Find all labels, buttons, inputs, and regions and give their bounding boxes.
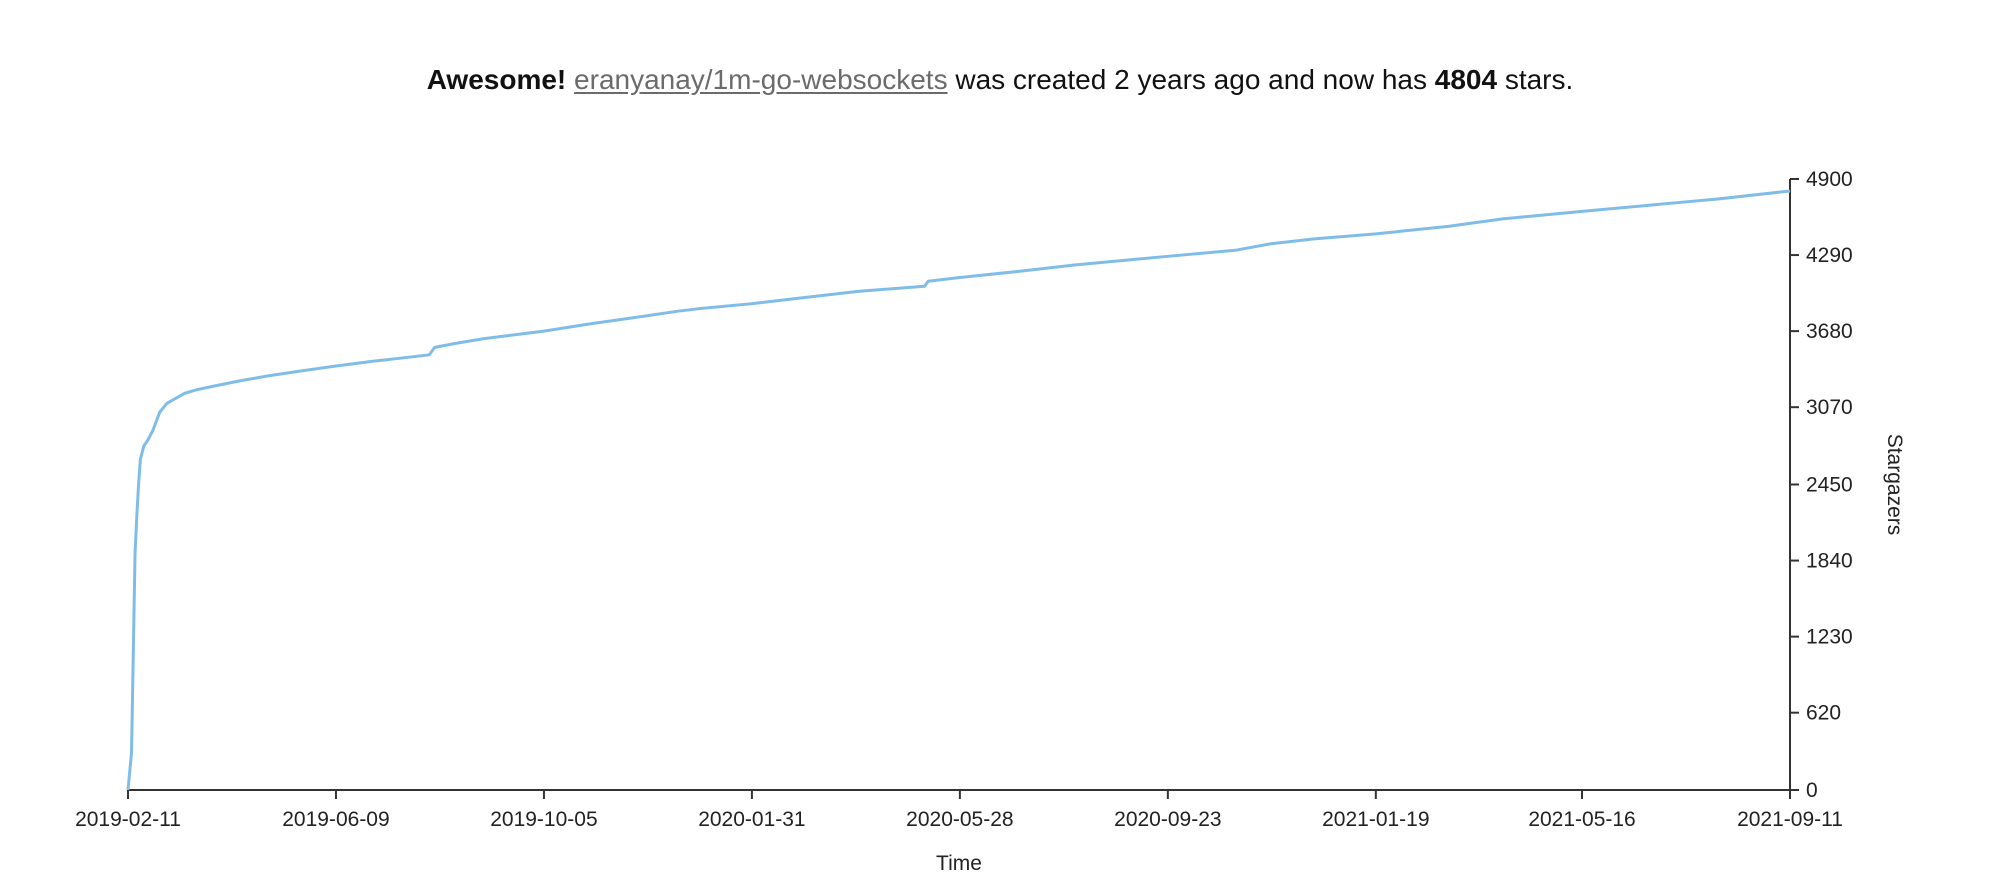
x-tick-label: 2019-02-11 bbox=[75, 808, 181, 831]
y-tick-label: 1840 bbox=[1806, 550, 1853, 573]
x-tick-label: 2020-01-31 bbox=[698, 808, 805, 831]
x-axis: 2019-02-11 2019-06-09 2019-10-05 2020-01-31… bbox=[75, 789, 1843, 831]
y-tick-label: 2450 bbox=[1806, 474, 1853, 497]
repo-link[interactable]: eranyanay/1m-go-websockets bbox=[574, 64, 948, 95]
headline-middle: was created 2 years ago and now has bbox=[947, 64, 1435, 95]
y-tick-label: 1230 bbox=[1806, 626, 1853, 649]
y-tick-label: 3070 bbox=[1806, 396, 1853, 419]
y-tick-label: 0 bbox=[1806, 779, 1818, 802]
y-axis-title: Stargazers bbox=[1883, 434, 1906, 536]
x-axis-title: Time bbox=[936, 852, 982, 875]
stargazers-series-line bbox=[126, 189, 1791, 791]
headline: Awesome! eranyanay/1m-go-websockets was … bbox=[0, 58, 2000, 102]
x-tick-label: 2019-10-05 bbox=[490, 808, 597, 831]
x-ticks: 2019-02-11 2019-06-09 2019-10-05 2020-01-31… bbox=[75, 790, 1843, 831]
y-tick-label: 620 bbox=[1806, 702, 1841, 725]
y-ticks: 0 620 1230 1840 2450 3070 3680 4290 4900 bbox=[1790, 168, 1853, 802]
x-tick-label: 2021-01-19 bbox=[1322, 808, 1429, 831]
x-tick-label: 2020-05-28 bbox=[906, 808, 1013, 831]
y-tick-label: 3680 bbox=[1806, 320, 1853, 343]
y-tick-label: 4900 bbox=[1806, 168, 1853, 191]
star-count: 4804 bbox=[1434, 64, 1498, 95]
x-tick-label: 2021-05-16 bbox=[1528, 808, 1635, 831]
headline-suffix: stars. bbox=[1497, 64, 1574, 95]
x-tick-label: 2019-06-09 bbox=[282, 808, 389, 831]
x-tick-label: 2020-09-23 bbox=[1114, 808, 1221, 831]
y-tick-label: 4290 bbox=[1806, 244, 1853, 267]
headline-prefix: Awesome! bbox=[426, 64, 567, 95]
y-axis: 0 620 1230 1840 2450 3070 3680 4290 4900 bbox=[1789, 168, 1853, 802]
x-tick-label: 2021-09-11 bbox=[1737, 808, 1843, 831]
